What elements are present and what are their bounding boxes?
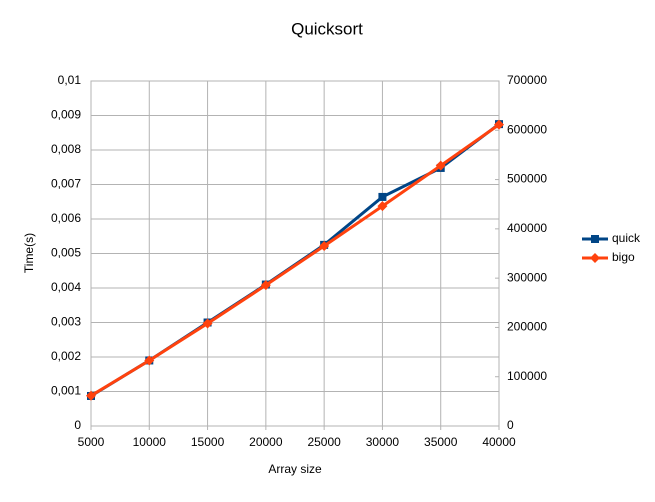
y2-tick-label: 600000 (507, 122, 547, 136)
y2-tick-label: 0 (507, 418, 514, 432)
y-tick-label: 0,002 (51, 349, 81, 363)
x-tick-label: 35000 (424, 435, 458, 449)
marker (260, 280, 271, 291)
y-axis-label: Time(s) (22, 233, 36, 273)
marker (86, 390, 96, 401)
y-tick-label: 0,003 (51, 315, 81, 329)
legend-label: bigo (612, 250, 635, 264)
plot-border (90, 80, 500, 427)
x-tick-label: 25000 (307, 435, 341, 449)
x-axis-label: Array size (268, 462, 322, 476)
marker (590, 253, 600, 263)
y-tick-label: 0,007 (51, 177, 81, 191)
chart-title: Quicksort (291, 19, 363, 38)
y-tick-label: 0,006 (51, 211, 81, 225)
y-tick-label: 0,005 (51, 246, 81, 260)
x-tick-label: 40000 (482, 435, 516, 449)
x-tick-label: 10000 (133, 435, 167, 449)
y2-tick-label: 500000 (507, 172, 547, 186)
marker (435, 160, 446, 171)
x-tick-label: 30000 (366, 435, 400, 449)
y-tick-label: 0,001 (51, 384, 81, 398)
marker (144, 355, 155, 366)
y-tick-label: 0,01 (58, 73, 82, 87)
y2-tick-label: 300000 (507, 270, 547, 284)
marker (591, 235, 599, 243)
y2-tick-label: 100000 (507, 369, 547, 383)
legend-label: quick (612, 231, 641, 245)
y-tick-label: 0,004 (51, 280, 81, 294)
y2-tick-label: 700000 (507, 73, 547, 87)
marker (378, 192, 387, 201)
marker (202, 318, 213, 329)
x-tick-label: 20000 (249, 435, 283, 449)
y-tick-label: 0 (74, 418, 81, 432)
y2-tick-label: 400000 (507, 221, 547, 235)
x-tick-label: 15000 (191, 435, 225, 449)
y2-tick-label: 200000 (507, 320, 547, 334)
marker (377, 201, 388, 212)
marker (494, 119, 504, 130)
y-tick-label: 0,009 (51, 108, 81, 122)
marker (319, 240, 330, 251)
x-tick-label: 5000 (78, 435, 105, 449)
series-line (90, 123, 500, 398)
y-tick-label: 0,008 (51, 142, 81, 156)
